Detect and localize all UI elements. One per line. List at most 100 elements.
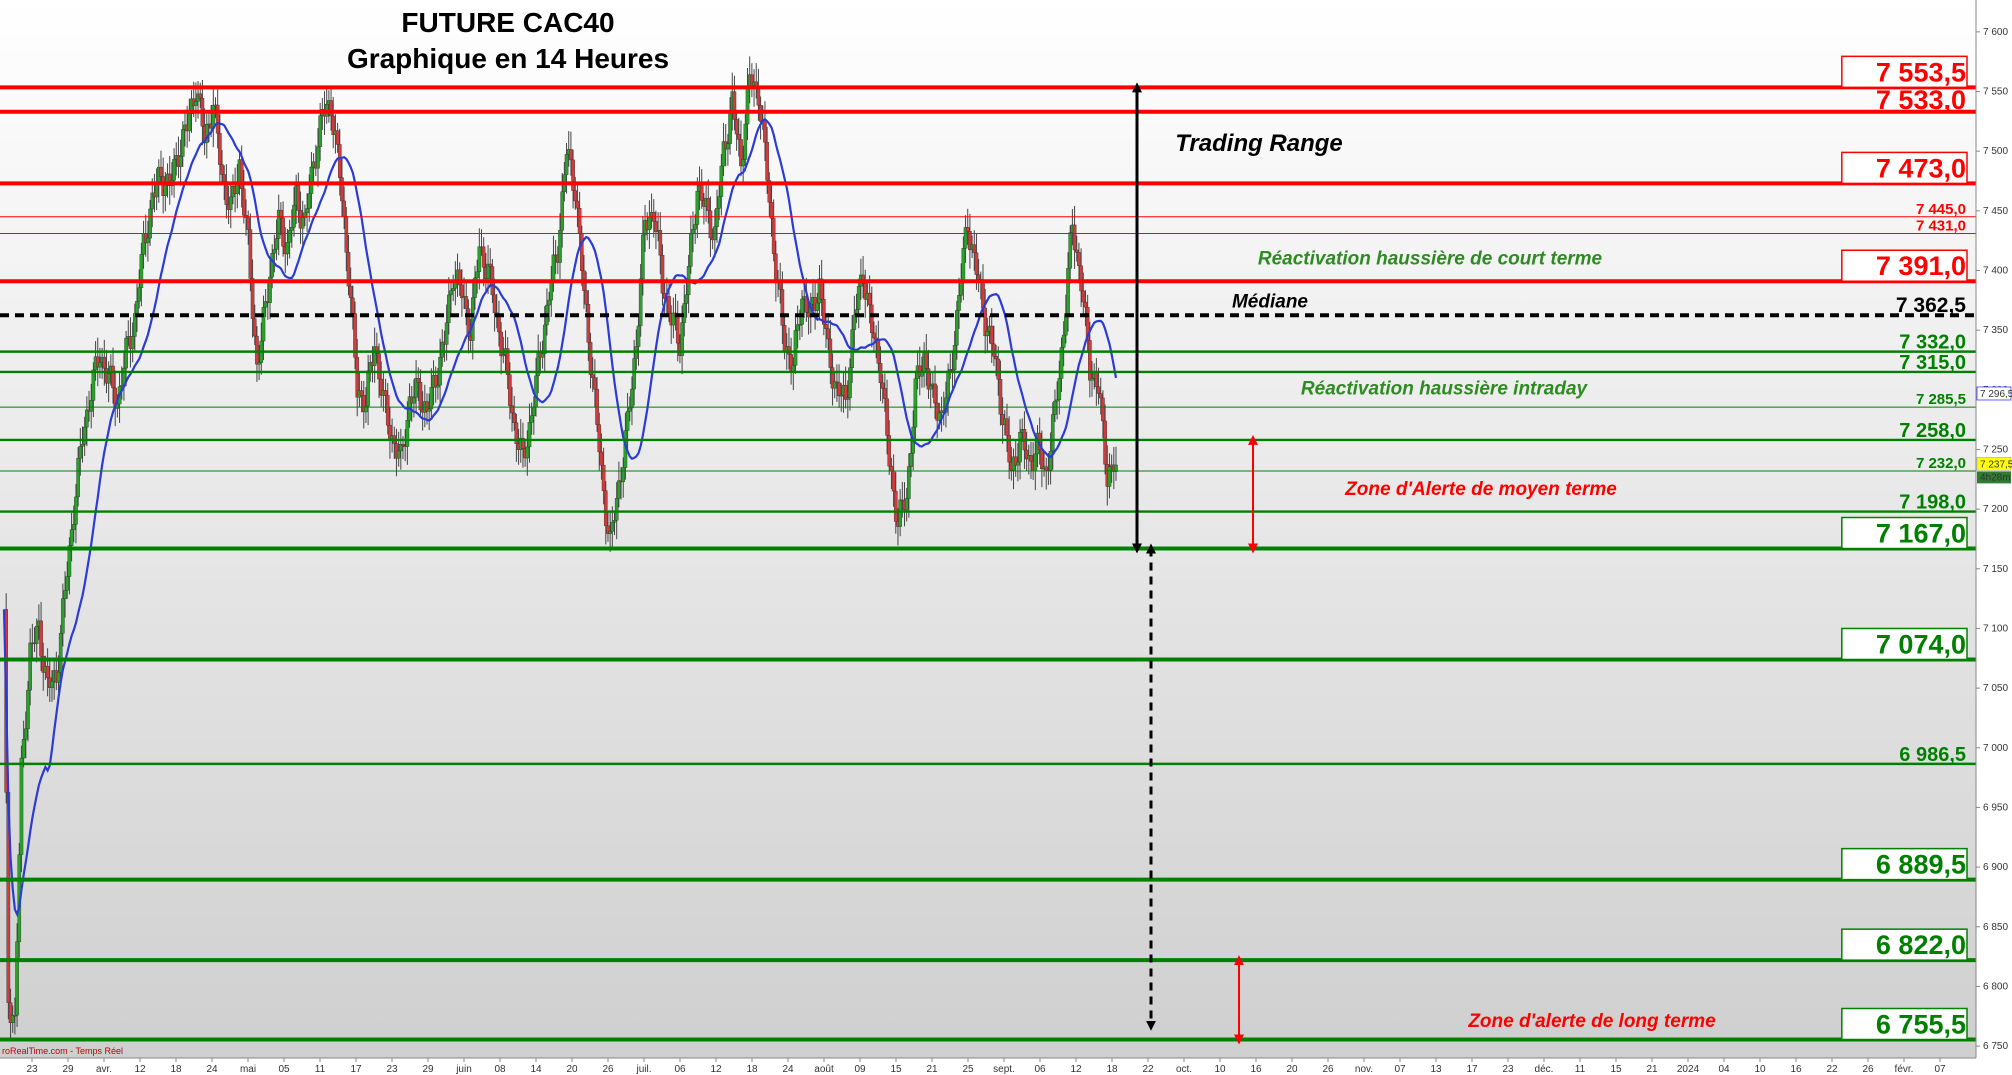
candle-body — [167, 173, 172, 186]
candle-body — [965, 227, 970, 232]
candle-body — [946, 370, 950, 398]
candle-body — [739, 139, 743, 167]
candle-body — [608, 531, 612, 534]
candle-body — [976, 274, 981, 280]
x-tick-label: 2024 — [1677, 1064, 1700, 1075]
candle-body — [178, 156, 183, 167]
x-tick-label: 12 — [710, 1064, 722, 1075]
candle-body — [512, 412, 517, 423]
level-label-box-16 — [1841, 847, 1968, 881]
candle-body — [76, 458, 80, 498]
annotation-2: Médiane — [1232, 291, 1308, 312]
candle-body — [274, 238, 279, 250]
x-tick-label: 06 — [674, 1064, 686, 1075]
candle-body — [499, 331, 503, 357]
candle-body — [250, 278, 255, 319]
candle-body — [45, 665, 50, 678]
timer-text: 4h28m — [1980, 472, 2011, 483]
candle-body — [290, 227, 294, 231]
candle-body — [488, 263, 493, 267]
candle-body — [464, 296, 469, 309]
candle-body — [95, 356, 100, 368]
candle-body — [614, 498, 619, 521]
candle-body — [791, 365, 796, 372]
candle-body — [159, 166, 163, 177]
candle-body — [263, 301, 268, 308]
x-tick-label: 18 — [1106, 1064, 1118, 1075]
x-tick-label: 23 — [26, 1064, 38, 1075]
candle-body — [172, 159, 176, 181]
x-axis-background — [0, 1058, 1976, 1075]
x-tick-label: 22 — [1826, 1064, 1838, 1075]
level-label-3: 7 445,0 — [1916, 201, 1966, 218]
candle-body — [401, 443, 405, 446]
candle-body — [1107, 466, 1112, 487]
x-tick-label: 07 — [1394, 1064, 1406, 1075]
candle-body — [466, 308, 471, 337]
candle-body — [826, 328, 830, 340]
candle-body — [337, 144, 342, 178]
candle-body — [296, 185, 301, 211]
x-tick-label: 10 — [1214, 1064, 1226, 1075]
candle-body — [242, 188, 246, 216]
candle-body — [586, 304, 591, 343]
x-tick-label: 26 — [1322, 1064, 1334, 1075]
y-tick-label: 7 050 — [1983, 683, 2008, 694]
candle-body — [699, 185, 704, 201]
x-tick-label: 05 — [278, 1064, 290, 1075]
ma-value-badge — [1976, 386, 2012, 401]
x-tick-label: juin — [455, 1064, 472, 1075]
candle-body — [510, 405, 514, 414]
candle-body — [1053, 400, 1057, 415]
candle-body — [91, 369, 96, 401]
level-label-8: 7 315,0 — [1899, 352, 1966, 374]
candle-body — [590, 374, 595, 378]
x-tick-label: déc. — [1535, 1064, 1554, 1075]
candle-body — [268, 276, 272, 303]
candle-body — [133, 313, 137, 337]
candle-body — [558, 230, 562, 263]
candle-body — [734, 119, 739, 135]
candle-body — [957, 295, 961, 311]
x-tick-label: 11 — [1575, 1064, 1586, 1075]
y-tick-label: 7 350 — [1983, 325, 2008, 336]
candle-body — [307, 193, 312, 209]
candle-body — [736, 133, 741, 140]
candle-body — [569, 149, 573, 161]
candle-body — [867, 292, 872, 306]
candle-body — [180, 129, 185, 157]
x-tick-label: 29 — [422, 1064, 434, 1075]
x-tick-label: 12 — [1070, 1064, 1082, 1075]
candle-body — [630, 388, 634, 409]
candle-body — [433, 375, 438, 388]
candle-body — [56, 672, 61, 683]
candle-body — [1083, 301, 1088, 308]
candle-body — [627, 407, 632, 412]
annotation-4: Zone d'Alerte de moyen terme — [1344, 479, 1617, 500]
candle-body — [1057, 378, 1062, 400]
candle-body — [580, 232, 584, 271]
candle-body — [1066, 268, 1070, 314]
candle-body — [767, 180, 772, 203]
candle-body — [667, 296, 671, 314]
candle-body — [774, 253, 778, 284]
level-label-11: 7 232,0 — [1916, 455, 1966, 472]
candle-body — [937, 412, 942, 421]
candle-body — [28, 642, 32, 691]
candle-body — [599, 451, 604, 466]
candle-body — [952, 345, 957, 370]
candle-body — [215, 104, 220, 134]
candle-body — [26, 689, 30, 730]
candle-body — [924, 350, 929, 369]
level-label-14: 7 074,0 — [1876, 629, 1966, 659]
candle-body — [204, 124, 209, 144]
candle-body — [529, 415, 534, 423]
candle-body — [654, 221, 658, 232]
candle-body — [564, 154, 569, 175]
candle-body — [800, 298, 804, 325]
x-tick-label: 29 — [62, 1064, 74, 1075]
x-tick-label: 06 — [1034, 1064, 1046, 1075]
candle-body — [719, 165, 724, 197]
y-tick-label: 7 500 — [1983, 146, 2008, 157]
